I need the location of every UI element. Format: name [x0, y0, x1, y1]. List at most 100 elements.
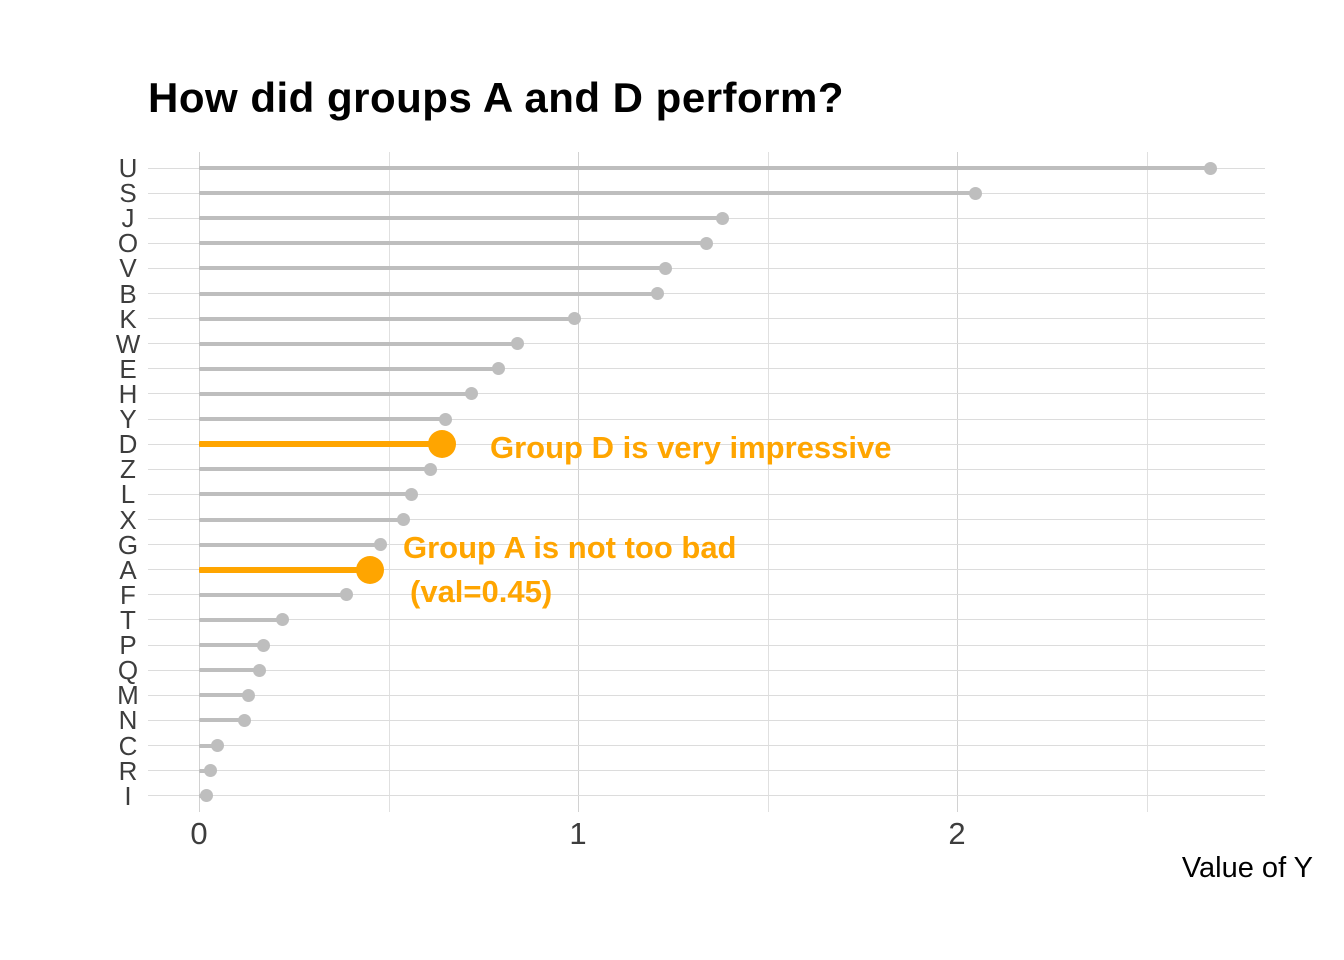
lollipop-stem-K [199, 316, 575, 321]
y-axis-label-T: T [120, 604, 136, 635]
lollipop-dot-L [404, 487, 418, 501]
x-tick-label-1: 1 [569, 816, 587, 851]
lollipop-stem-L [199, 492, 412, 497]
y-axis-label-M: M [117, 680, 139, 711]
grid-line-y [148, 368, 1265, 370]
lollipop-dot-J [715, 211, 729, 225]
lollipop-dot-Q [253, 663, 267, 677]
grid-line-y [148, 619, 1265, 621]
grid-line-y [148, 544, 1265, 546]
grid-line-y [148, 343, 1265, 345]
lollipop-dot-H [465, 387, 479, 401]
y-axis-label-J: J [121, 203, 135, 234]
lollipop-stem-U [199, 166, 1211, 170]
lollipop-stem-X [199, 517, 404, 522]
lollipop-stem-F [199, 592, 347, 597]
y-axis-label-S: S [119, 178, 137, 209]
annotation-group-a-line2: (val=0.45) [410, 574, 553, 609]
lollipop-stem-C [199, 743, 218, 748]
y-axis-label-V: V [119, 253, 137, 284]
grid-line-y [148, 669, 1265, 671]
lollipop-stem-V [199, 266, 666, 271]
y-axis-label-B: B [119, 278, 137, 309]
lollipop-dot-S [969, 186, 983, 200]
y-axis-label-P: P [119, 630, 137, 661]
lollipop-dot-R [203, 764, 217, 778]
grid-line-y [148, 795, 1265, 797]
grid-line-y [148, 393, 1265, 395]
lollipop-dot-U [1204, 161, 1218, 175]
annotation-group-a-line1: Group A is not too bad [403, 530, 737, 565]
y-axis-label-N: N [118, 705, 138, 736]
grid-line-y [148, 493, 1265, 495]
lollipop-stem-B [199, 291, 658, 296]
lollipop-dot-C [211, 739, 225, 753]
lollipop-stem-E [199, 366, 499, 371]
y-axis-label-R: R [118, 755, 138, 786]
lollipop-dot-A [355, 555, 384, 584]
lollipop-stem-T [199, 617, 283, 622]
lollipop-dot-W [510, 337, 524, 351]
lollipop-dot-P [256, 638, 270, 652]
lollipop-dot-T [275, 613, 289, 627]
grid-line-y [148, 418, 1265, 420]
grid-line-y [148, 267, 1265, 269]
grid-line-y [148, 770, 1265, 772]
grid-line-y [148, 594, 1265, 596]
lollipop-stem-H [199, 391, 472, 396]
lollipop-dot-K [567, 312, 581, 326]
lollipop-stem-M [199, 693, 249, 698]
grid-line-y [148, 318, 1265, 320]
lollipop-stem-Z [199, 467, 431, 472]
annotation-group-d: Group D is very impressive [490, 430, 892, 465]
y-axis-label-Y: Y [119, 404, 137, 435]
y-axis-label-G: G [117, 529, 139, 560]
y-axis-label-Z: Z [120, 454, 136, 485]
grid-line-x-minor [388, 152, 390, 812]
lollipop-dot-D [427, 430, 456, 459]
y-axis-label-O: O [117, 228, 139, 259]
y-axis-label-C: C [118, 730, 138, 761]
grid-line-y [148, 745, 1265, 747]
grid-line-x-minor [767, 152, 769, 812]
x-tick-label-2: 2 [948, 816, 966, 851]
lollipop-dot-N [237, 713, 251, 727]
y-axis-label-A: A [119, 554, 137, 585]
grid-line-x-major [957, 152, 958, 812]
y-axis-label-H: H [118, 378, 138, 409]
grid-line-x-major [578, 152, 579, 812]
lollipop-stem-J [199, 216, 723, 221]
grid-line-x-major [199, 152, 200, 812]
grid-line-y [148, 719, 1265, 721]
y-axis-label-I: I [124, 780, 132, 811]
lollipop-stem-Y [199, 417, 446, 422]
lollipop-dot-O [700, 236, 714, 250]
grid-line-y [148, 569, 1265, 571]
y-axis-label-F: F [120, 579, 136, 610]
grid-line-y [148, 293, 1265, 295]
lollipop-stem-S [199, 191, 976, 196]
y-axis-label-E: E [119, 353, 137, 384]
lollipop-stem-Q [199, 668, 260, 673]
lollipop-dot-Z [423, 462, 437, 476]
y-axis-label-Q: Q [117, 655, 139, 686]
lollipop-dot-M [241, 688, 255, 702]
y-axis-label-X: X [119, 504, 137, 535]
lollipop-dot-F [340, 588, 354, 602]
lollipop-dot-X [397, 513, 411, 527]
lollipop-stem-O [199, 241, 707, 246]
y-axis-label-U: U [118, 153, 138, 183]
lollipop-dot-I [200, 789, 214, 803]
lollipop-dot-V [658, 261, 672, 275]
lollipop-stem-P [199, 643, 264, 648]
y-axis-label-D: D [118, 429, 138, 460]
y-axis-label-W: W [115, 328, 141, 359]
grid-line-y [148, 468, 1265, 470]
grid-line-y [148, 694, 1265, 696]
x-tick-label-0: 0 [190, 816, 208, 851]
lollipop-stem-N [199, 718, 245, 723]
grid-line-y [148, 519, 1265, 521]
grid-line-x-minor [1146, 152, 1148, 812]
lollipop-dot-Y [438, 412, 452, 426]
